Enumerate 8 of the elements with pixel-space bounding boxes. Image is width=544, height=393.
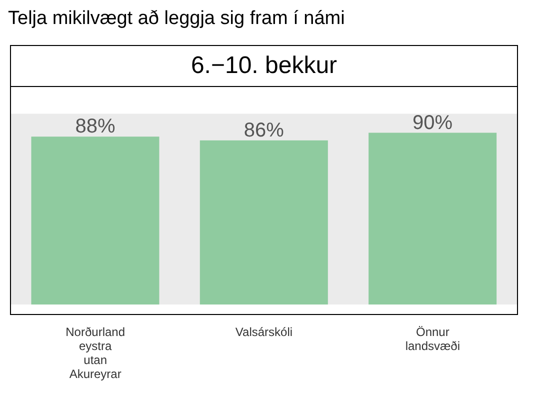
data-label: 86% xyxy=(244,119,284,142)
x-tick-label: Valsárskóli xyxy=(235,325,293,339)
chart-title: Telja mikilvægt að leggja sig fram í námi xyxy=(8,8,345,30)
data-label: 90% xyxy=(412,112,453,134)
x-tick-label: Norðurland eystra utan Akureyrar xyxy=(66,325,126,381)
data-label: 88% xyxy=(75,116,116,138)
chart-subtitle: 6.−10. bekkur xyxy=(11,46,517,87)
x-tick-label: Önnur landsvæði xyxy=(405,325,460,353)
